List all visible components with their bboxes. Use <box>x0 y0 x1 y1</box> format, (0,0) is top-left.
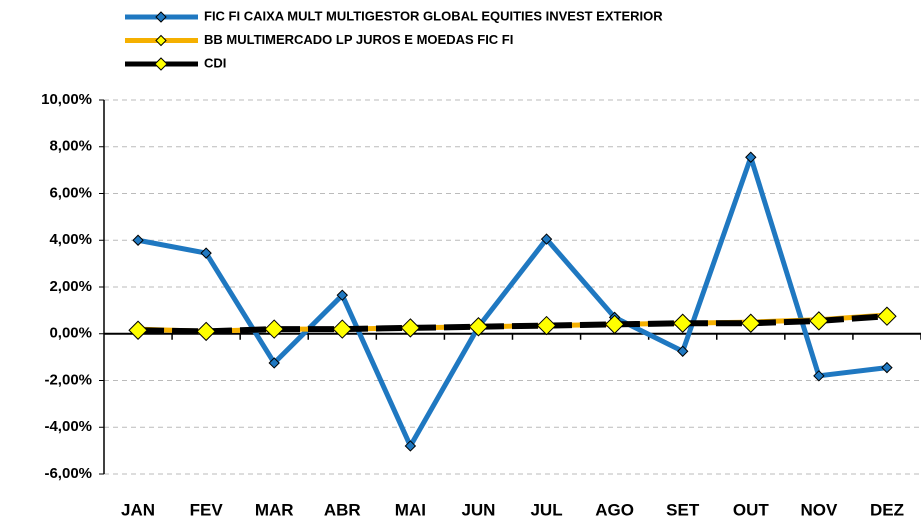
marker <box>813 370 825 382</box>
x-tick-label: JUL <box>530 500 562 519</box>
marker <box>132 234 144 246</box>
marker <box>536 315 557 336</box>
marker <box>677 345 689 357</box>
legend-label: CDI <box>204 55 226 70</box>
legend-marker <box>154 57 168 71</box>
marker <box>540 233 553 245</box>
x-tick-label: JUN <box>461 500 495 519</box>
x-tick-label: MAI <box>395 500 426 519</box>
marker <box>264 319 284 339</box>
legend-label: BB MULTIMERCADO LP JUROS E MOEDAS FIC FI <box>204 32 513 47</box>
marker <box>404 440 417 452</box>
marker <box>200 247 212 259</box>
x-tick-label: DEZ <box>870 500 904 519</box>
marker <box>604 314 625 335</box>
legend-marker <box>155 34 167 47</box>
legend-marker <box>155 11 167 23</box>
marker <box>741 313 761 333</box>
marker <box>400 318 421 338</box>
y-tick-label: -6,00% <box>44 465 92 482</box>
y-tick-label: 8,00% <box>49 138 92 155</box>
series-line <box>137 313 888 335</box>
marker <box>332 319 352 339</box>
x-tick-label: NOV <box>800 500 838 519</box>
y-tick-label: 2,00% <box>49 278 92 295</box>
series-line <box>137 154 888 449</box>
marker <box>877 306 897 326</box>
y-tick-label: -2,00% <box>44 371 92 388</box>
marker <box>673 313 693 333</box>
y-tick-label: 10,00% <box>41 91 92 108</box>
marker <box>128 320 148 340</box>
marker <box>468 317 489 337</box>
legend-label: FIC FI CAIXA MULT MULTIGESTOR GLOBAL EQU… <box>204 8 663 23</box>
marker <box>268 357 280 369</box>
y-tick-label: 0,00% <box>49 325 92 342</box>
x-tick-label: MAR <box>255 500 294 519</box>
marker <box>809 311 829 331</box>
x-tick-label: SET <box>666 500 700 519</box>
marker <box>745 151 757 163</box>
y-tick-label: 4,00% <box>49 231 92 248</box>
marker <box>336 289 348 301</box>
x-tick-label: FEV <box>190 500 224 519</box>
x-tick-label: ABR <box>324 500 361 519</box>
marker <box>881 361 893 374</box>
x-tick-label: JAN <box>121 500 155 519</box>
x-tick-label: AGO <box>595 500 634 519</box>
marker <box>196 321 216 342</box>
x-tick-label: OUT <box>733 500 770 519</box>
y-tick-label: 6,00% <box>49 184 92 201</box>
y-tick-label: -4,00% <box>44 418 92 435</box>
